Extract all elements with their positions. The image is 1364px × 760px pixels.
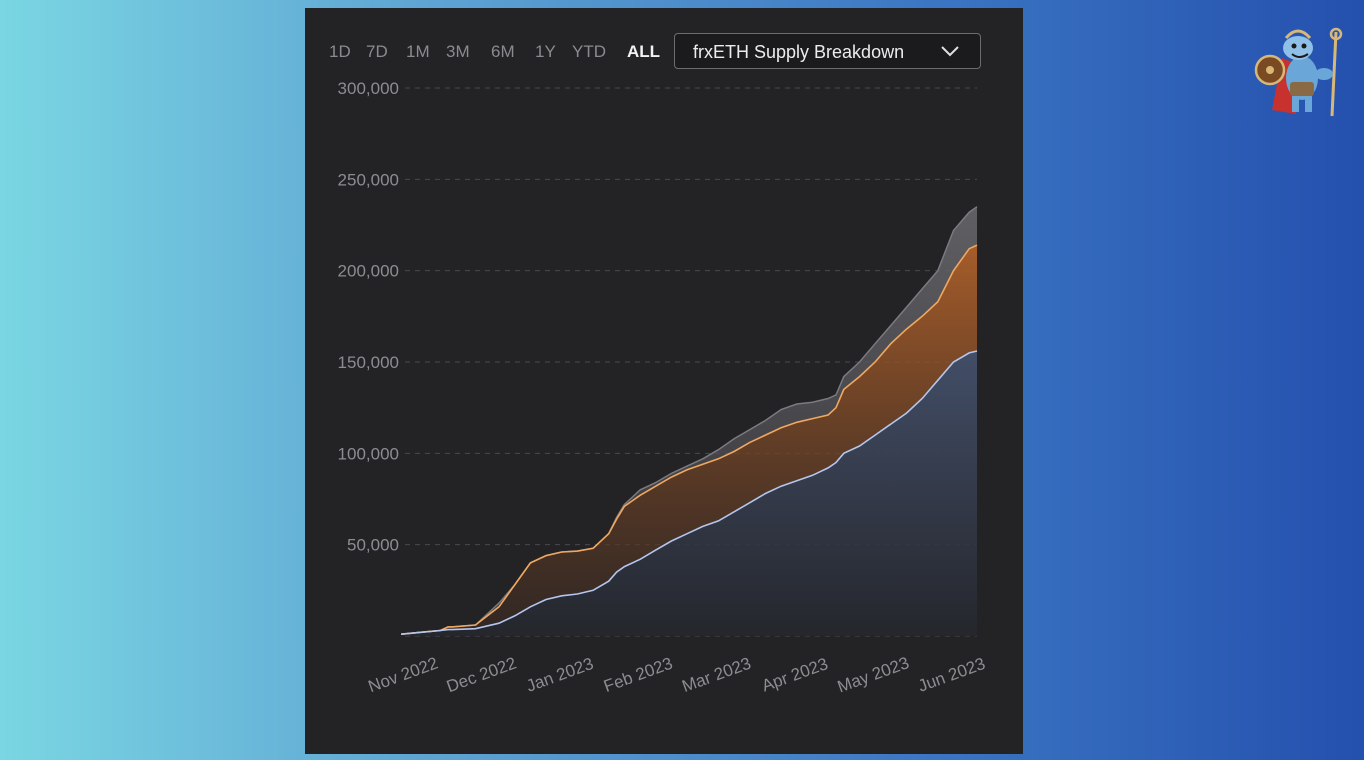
mascot-logo: [1254, 27, 1343, 117]
y-tick-label: 100,000: [338, 444, 399, 463]
y-tick-label: 150,000: [338, 353, 399, 372]
x-tick-label: Feb 2023: [601, 654, 675, 696]
series-line-orange: [401, 244, 978, 635]
dropdown-selected-label: frxETH Supply Breakdown: [693, 42, 905, 62]
chevron-down-icon: [941, 46, 959, 57]
series-line-total: [401, 206, 978, 635]
y-tick-label: 50,000: [347, 536, 399, 555]
tab-ytd[interactable]: YTD: [572, 42, 606, 61]
x-tick-label: Dec 2022: [444, 653, 519, 696]
chart-panel: 300,000 250,000 200,000 150,000 100,000 50,00…: [305, 8, 1023, 754]
x-tick-label: Mar 2023: [680, 654, 754, 696]
tab-1d[interactable]: 1D: [329, 42, 351, 61]
x-tick-label: Nov 2022: [366, 653, 441, 696]
area-orange-band: [401, 245, 978, 635]
y-tick-label: 200,000: [338, 262, 399, 281]
tab-3m[interactable]: 3M: [446, 42, 470, 61]
y-tick-label: 250,000: [338, 170, 399, 189]
supply-breakdown-dropdown[interactable]: frxETH Supply Breakdown: [674, 33, 981, 69]
area-blue-band: [401, 351, 978, 636]
x-tick-label: Apr 2023: [759, 654, 830, 695]
x-tick-label: May 2023: [835, 653, 912, 696]
tab-all[interactable]: ALL: [627, 42, 661, 61]
tab-1m[interactable]: 1M: [406, 42, 430, 61]
tab-7d[interactable]: 7D: [366, 42, 388, 61]
x-tick-label: Jun 2023: [915, 654, 987, 696]
supply-chart: 300,000 250,000 200,000 150,000 100,000 50,00…: [338, 79, 988, 697]
y-tick-label: 300,000: [338, 79, 399, 98]
tab-1y[interactable]: 1Y: [535, 42, 556, 61]
series-line-blue: [401, 350, 978, 635]
tab-6m[interactable]: 6M: [491, 42, 515, 61]
x-tick-label: Jan 2023: [524, 654, 596, 696]
